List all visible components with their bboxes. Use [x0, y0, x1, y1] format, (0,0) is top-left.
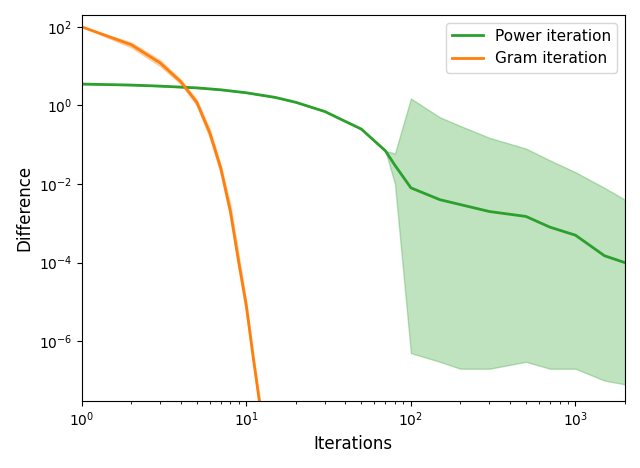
Power iteration [456, 202, 464, 207]
Power iteration [621, 260, 629, 265]
Power iteration [243, 90, 250, 95]
Gram iteration [127, 42, 135, 48]
Power iteration [407, 185, 415, 190]
Power iteration [292, 100, 300, 105]
Power iteration [217, 87, 225, 93]
Power iteration [546, 224, 554, 230]
Gram iteration [193, 100, 200, 105]
Power iteration [358, 126, 365, 132]
Line: Gram iteration: Gram iteration [82, 27, 265, 431]
Power iteration [600, 253, 608, 258]
Power iteration [78, 81, 86, 87]
Power iteration [391, 162, 399, 168]
Gram iteration [235, 260, 243, 265]
Power iteration [321, 109, 329, 114]
Power iteration [156, 83, 164, 89]
Gram iteration [261, 429, 269, 434]
Power iteration [271, 95, 279, 100]
Gram iteration [206, 130, 214, 136]
Gram iteration [177, 79, 185, 85]
Legend: Power iteration, Gram iteration: Power iteration, Gram iteration [446, 22, 618, 73]
Power iteration [127, 82, 135, 88]
Power iteration [381, 148, 389, 154]
X-axis label: Iterations: Iterations [314, 435, 393, 453]
Power iteration [436, 197, 444, 203]
Gram iteration [227, 209, 234, 214]
Gram iteration [217, 166, 225, 171]
Power iteration [486, 209, 493, 214]
Gram iteration [243, 303, 250, 308]
Power iteration [193, 85, 200, 91]
Gram iteration [255, 398, 263, 404]
Line: Power iteration: Power iteration [82, 84, 625, 263]
Gram iteration [78, 24, 86, 29]
Power iteration [572, 233, 579, 238]
Y-axis label: Difference: Difference [15, 165, 33, 251]
Power iteration [522, 213, 530, 219]
Gram iteration [156, 60, 164, 66]
Gram iteration [250, 354, 257, 360]
